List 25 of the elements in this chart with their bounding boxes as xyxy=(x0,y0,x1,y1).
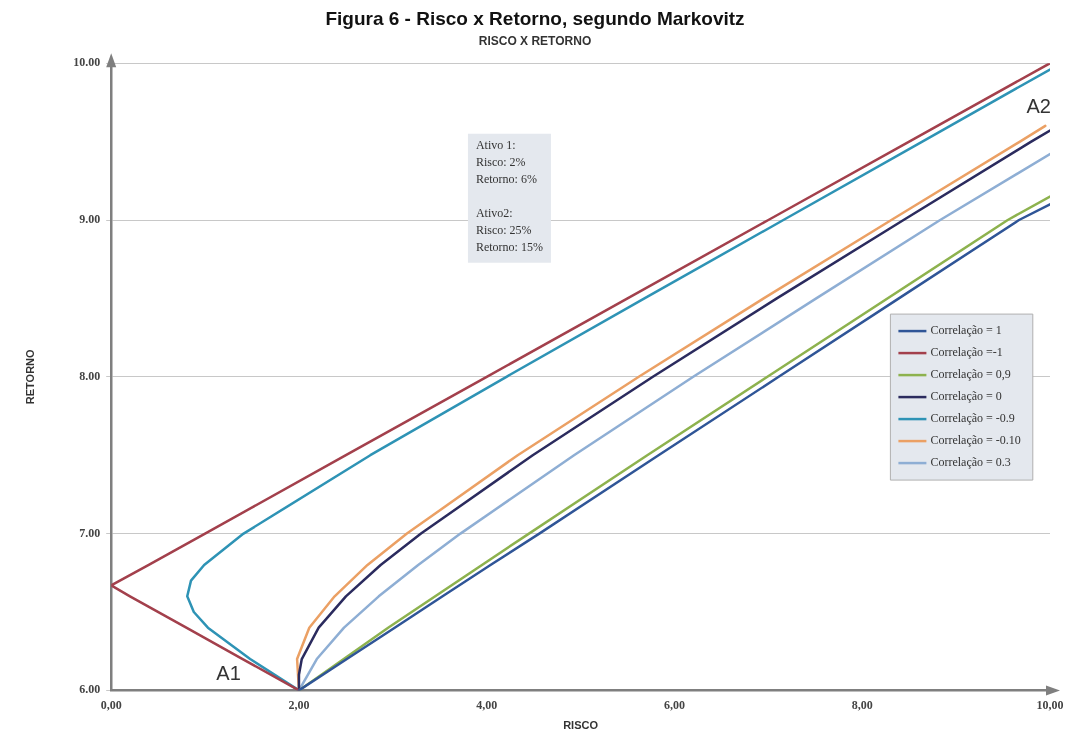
legend-label: Correlação = 0.3 xyxy=(930,455,1011,470)
y-tick-label: 7.00 xyxy=(79,525,101,540)
y-tick-label: 8.00 xyxy=(79,368,101,383)
y-axis-title: RETORNO xyxy=(23,348,36,405)
x-tick-label: 4,00 xyxy=(476,697,498,712)
legend-label: Correlação = 0,9 xyxy=(930,367,1011,382)
x-tick-label: 8,00 xyxy=(851,697,873,712)
legend-label: Correlação = 1 xyxy=(930,323,1002,338)
x-tick-label: 6,00 xyxy=(663,697,685,712)
y-tick-label: 6.00 xyxy=(79,682,101,697)
legend-label: Correlação = -0.10 xyxy=(930,433,1021,448)
legend-label: Correlação =-1 xyxy=(930,345,1003,360)
legend-label: Correlação = -0.9 xyxy=(930,411,1015,426)
chart-subtitle: RISCO X RETORNO xyxy=(478,34,592,49)
y-tick-label: 10.00 xyxy=(73,55,101,70)
x-tick-label: 2,00 xyxy=(288,697,310,712)
x-tick-label: 0,00 xyxy=(100,697,122,712)
annotation: A1 xyxy=(216,662,241,685)
text: Ativo 1: Risco: 2% Retorno: 6% Ativo2: Risco: 25% Retorno: 15% xyxy=(475,137,543,254)
annotation: A2 xyxy=(1026,94,1051,117)
x-tick-label: 10,00 xyxy=(1036,697,1064,712)
chart-title: Figura 6 - Risco x Retorno, segundo Markovitz xyxy=(325,7,745,29)
legend-label: Correlação = 0 xyxy=(930,389,1002,404)
y-tick-label: 9.00 xyxy=(79,212,101,227)
x-axis-title: RISCO xyxy=(563,719,599,732)
